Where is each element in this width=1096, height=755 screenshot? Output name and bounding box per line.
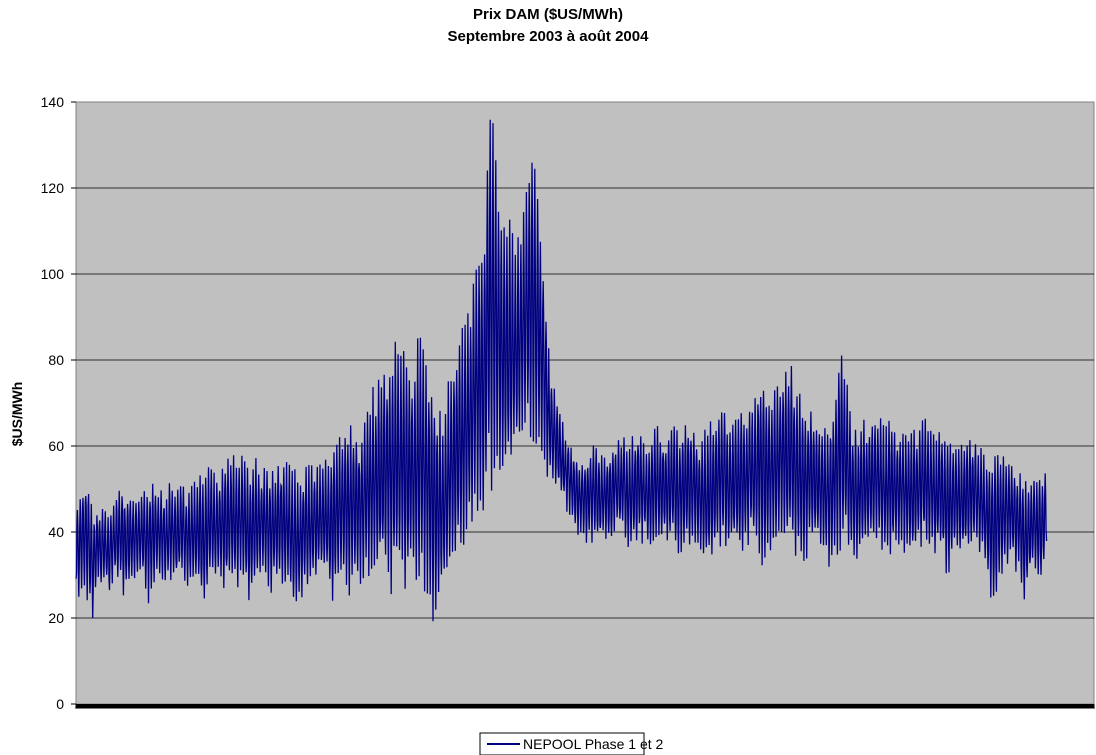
x-tick-marks xyxy=(75,704,1095,709)
y-tick-label: 120 xyxy=(41,180,65,196)
legend-label-nepool: NEPOOL Phase 1 et 2 xyxy=(523,736,664,752)
x-axis xyxy=(75,704,1095,709)
y-axis-label: $US/MWh xyxy=(9,382,25,447)
y-tick-label: 40 xyxy=(48,524,64,540)
y-tick-label: 60 xyxy=(48,438,64,454)
legend-box xyxy=(479,732,645,755)
chart-subtitle: Septembre 2003 à août 2004 xyxy=(448,28,650,45)
y-tick-label: 80 xyxy=(48,352,64,368)
y-tick-label: 20 xyxy=(48,610,64,626)
y-axis-ticks: 0 20 40 60 80 100 120 140 xyxy=(41,94,76,712)
plot-area xyxy=(75,101,1095,705)
chart-title: Prix DAM ($US/MWh) xyxy=(473,6,623,23)
y-tick-label: 0 xyxy=(56,696,64,712)
series-line-nepool xyxy=(75,119,1048,622)
y-tick-label: 140 xyxy=(41,94,65,110)
legend: NEPOOL Phase 1 et 2 xyxy=(479,732,664,755)
y-tick-label: 100 xyxy=(41,266,65,282)
